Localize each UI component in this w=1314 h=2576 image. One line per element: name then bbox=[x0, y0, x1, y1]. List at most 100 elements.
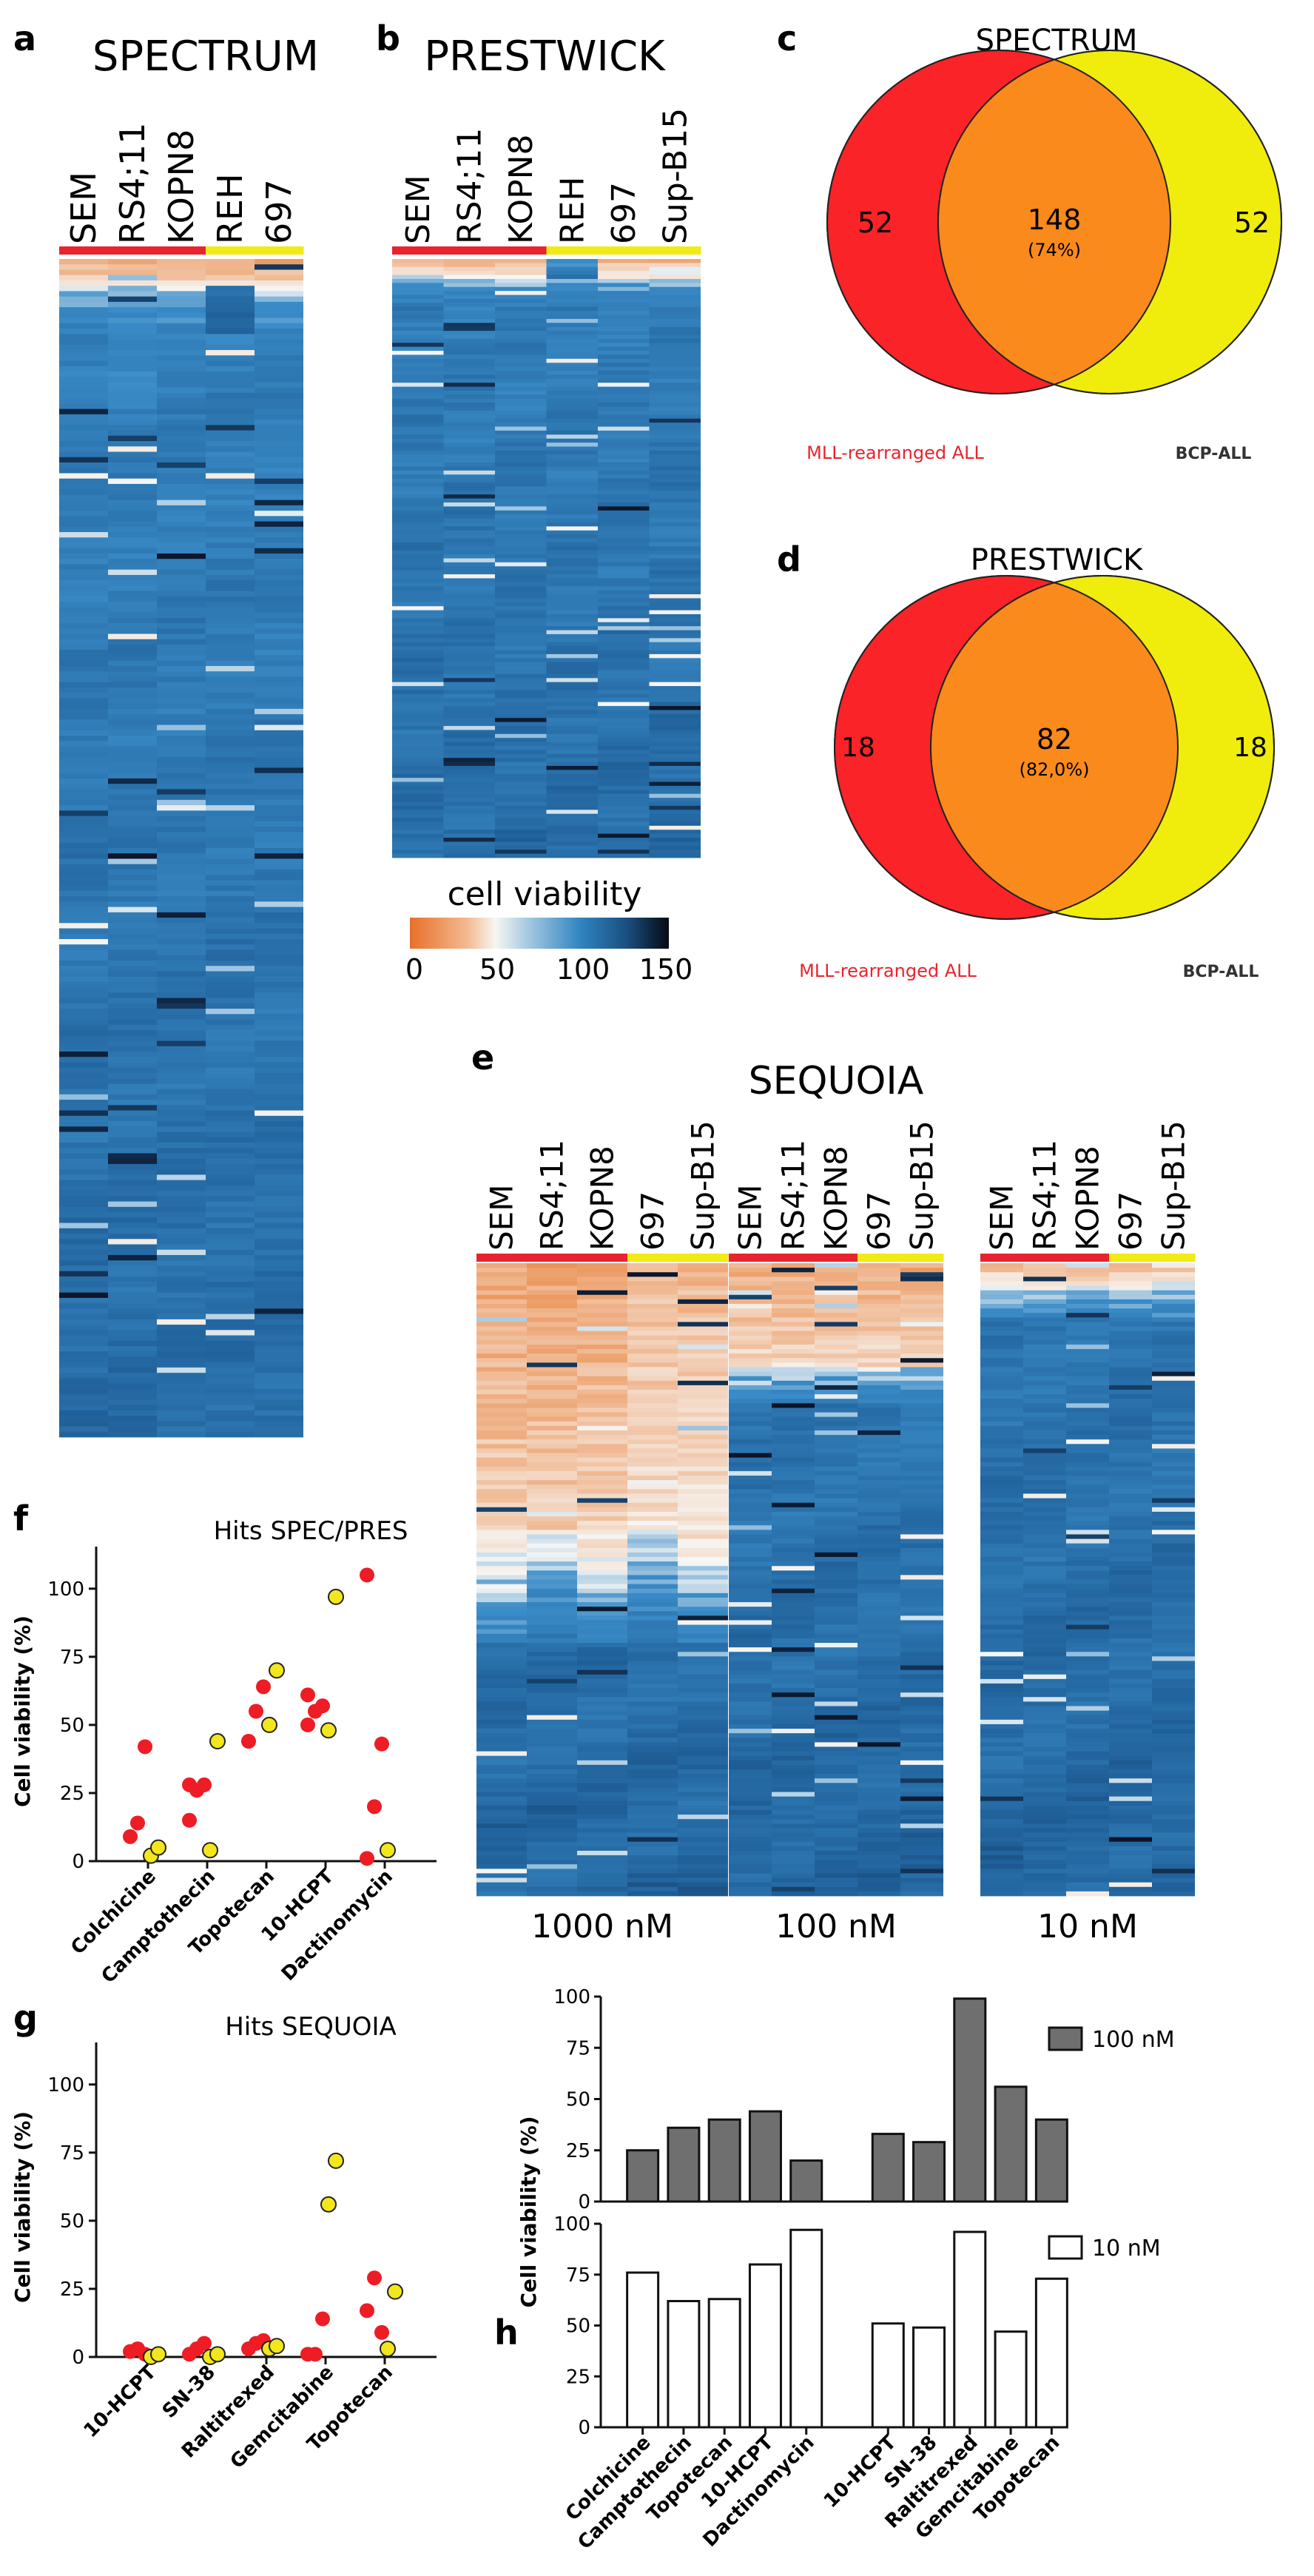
panel-e-heatmap-cell bbox=[772, 1480, 815, 1485]
panel-b-heatmap-cell bbox=[546, 351, 598, 355]
panel-e-heatmap-cell bbox=[815, 1588, 858, 1594]
panel-a-heatmap-cell bbox=[108, 446, 157, 452]
panel-a-heatmap-cell bbox=[255, 949, 303, 956]
panel-e-heatmap-cell bbox=[1152, 1470, 1195, 1476]
panel-b-heatmap-cell bbox=[392, 259, 444, 263]
panel-b-heatmap-cell bbox=[598, 614, 650, 619]
panel-e-heatmap-cell bbox=[1023, 1457, 1066, 1463]
panel-e-heatmap-cell bbox=[729, 1566, 772, 1571]
panel-b-heatmap-cell bbox=[598, 542, 650, 547]
panel-e-heatmap-cell bbox=[527, 1521, 577, 1526]
panel-b-heatmap-cell bbox=[495, 745, 547, 750]
panel-b-heatmap-cell bbox=[443, 506, 495, 511]
panel-e-heatmap-cell bbox=[527, 1678, 577, 1684]
panel-e-heatmap-cell bbox=[729, 1534, 772, 1539]
panel-e-heatmap-cell bbox=[900, 1886, 943, 1892]
panel-a-heatmap-cell bbox=[108, 1040, 157, 1047]
panel-a-heatmap-cell bbox=[157, 1072, 206, 1079]
panel-e-heatmap-cell bbox=[900, 1719, 943, 1725]
panel-a-heatmap-cell bbox=[157, 719, 206, 725]
panel-e-heatmap-cell bbox=[815, 1796, 858, 1802]
panel-e-heatmap-cell bbox=[678, 1511, 728, 1517]
panel-a-heatmap-cell bbox=[157, 511, 206, 517]
panel-e-heatmap-cell bbox=[577, 1331, 627, 1336]
panel-e-heatmap-cell bbox=[577, 1390, 627, 1395]
panel-e-heatmap-cell bbox=[980, 1837, 1023, 1843]
panel-e-heatmap-cell bbox=[577, 1462, 627, 1467]
panel-e-heatmap-cell bbox=[858, 1561, 900, 1567]
panel-e-heatmap-cell bbox=[900, 1561, 943, 1567]
panel-a-heatmap-cell bbox=[108, 473, 157, 480]
panel-a-heatmap-cell bbox=[255, 596, 303, 602]
panel-b-heatmap-cell bbox=[649, 750, 701, 755]
panel-e-heatmap-cell bbox=[729, 1331, 772, 1336]
panel-b-heatmap-cell bbox=[649, 670, 701, 675]
panel-b-heatmap-cell bbox=[392, 793, 444, 798]
panel-b-heatmap-cell bbox=[443, 394, 495, 400]
panel-b-heatmap-cell bbox=[649, 338, 701, 343]
panel-e-heatmap-cell bbox=[858, 1674, 900, 1680]
panel-a-heatmap-cell bbox=[255, 810, 303, 816]
panel-e-heatmap-cell bbox=[772, 1647, 815, 1652]
panel-b-heatmap-cell bbox=[598, 315, 650, 320]
panel-b-heatmap-cell bbox=[546, 418, 598, 423]
panel-a-heatmap-cell bbox=[157, 1115, 206, 1122]
panel-e-heatmap-cell bbox=[980, 1376, 1023, 1382]
legend-title: cell viability bbox=[448, 875, 642, 913]
panel-e-heatmap-cell bbox=[1066, 1385, 1109, 1390]
panel-e-heatmap-cell bbox=[1066, 1877, 1109, 1883]
panel-b-heatmap-cell bbox=[443, 318, 495, 323]
panel-b-heatmap-cell bbox=[392, 275, 444, 280]
panel-e-heatmap-cell bbox=[627, 1869, 678, 1874]
panel-a-heatmap-cell bbox=[108, 1030, 157, 1036]
panel-a-heatmap-cell bbox=[157, 1083, 206, 1090]
panel-e-heatmap-cell bbox=[1023, 1823, 1066, 1829]
panel-a-heatmap-cell bbox=[59, 516, 108, 522]
panel-a-heatmap-cell bbox=[59, 687, 108, 693]
panel-e-heatmap-cell bbox=[815, 1489, 858, 1494]
panel-e-heatmap-cell bbox=[476, 1665, 527, 1671]
panel-e-heatmap-cell bbox=[815, 1692, 858, 1698]
panel-e-heatmap-cell bbox=[1066, 1457, 1109, 1463]
panel-a-heatmap-cell bbox=[206, 1351, 255, 1357]
panel-e-heatmap-cell bbox=[815, 1371, 858, 1377]
panel-b-heatmap-cell bbox=[443, 438, 495, 443]
panel-e-heatmap-cell bbox=[577, 1877, 627, 1883]
panel-a-heatmap-cell bbox=[108, 526, 157, 533]
panel-b-heatmap-cell bbox=[598, 598, 650, 603]
panel-e-group-bar-mll bbox=[476, 1254, 528, 1262]
panel-e-heatmap-cell bbox=[1023, 1643, 1066, 1648]
panel-b-heatmap-cell bbox=[443, 745, 495, 750]
panel-e-heatmap-cell bbox=[900, 1697, 943, 1702]
panel-e-heatmap-cell bbox=[858, 1882, 900, 1888]
panel-e-heatmap-cell bbox=[1066, 1516, 1109, 1521]
panel-b-heatmap-cell bbox=[495, 490, 547, 495]
panel-a-heatmap-cell bbox=[59, 446, 108, 452]
panel-b-heatmap-cell bbox=[443, 526, 495, 531]
panel-e-heatmap-cell bbox=[1152, 1294, 1195, 1300]
panel-e-heatmap-cell bbox=[980, 1538, 1023, 1544]
panel-e-heatmap-cell bbox=[527, 1701, 577, 1706]
panel-e-heatmap-cell bbox=[980, 1828, 1023, 1833]
panel-a-heatmap-cell bbox=[206, 875, 255, 881]
panel-e-heatmap-cell bbox=[729, 1656, 772, 1661]
panel-b-heatmap-cell bbox=[649, 845, 701, 850]
panel-a-heatmap-cell bbox=[255, 1426, 303, 1433]
panel-e-heatmap-cell bbox=[729, 1593, 772, 1598]
panel-e-heatmap-cell bbox=[527, 1268, 577, 1273]
panel-e-heatmap-cell bbox=[476, 1277, 527, 1282]
panel-e-heatmap-cell bbox=[527, 1733, 577, 1738]
panel-a-heatmap-cell bbox=[157, 1410, 206, 1416]
panel-e-heatmap-cell bbox=[476, 1733, 527, 1738]
panel-a-heatmap-cell bbox=[108, 923, 157, 929]
panel-e-heatmap-cell bbox=[772, 1484, 815, 1490]
panel-e-heatmap-cell bbox=[1066, 1638, 1109, 1644]
panel-e-heatmap-cell bbox=[815, 1815, 858, 1820]
panel-e-heatmap-cell bbox=[1152, 1575, 1195, 1580]
panel-a-heatmap-cell bbox=[255, 473, 303, 480]
panel-e-heatmap-cell bbox=[729, 1661, 772, 1666]
panel-e-heatmap-cell bbox=[627, 1864, 678, 1869]
panel-a-heatmap-cell bbox=[157, 1378, 206, 1385]
panel-a-heatmap-cell bbox=[108, 1271, 157, 1277]
panel-b-heatmap-cell bbox=[443, 502, 495, 507]
